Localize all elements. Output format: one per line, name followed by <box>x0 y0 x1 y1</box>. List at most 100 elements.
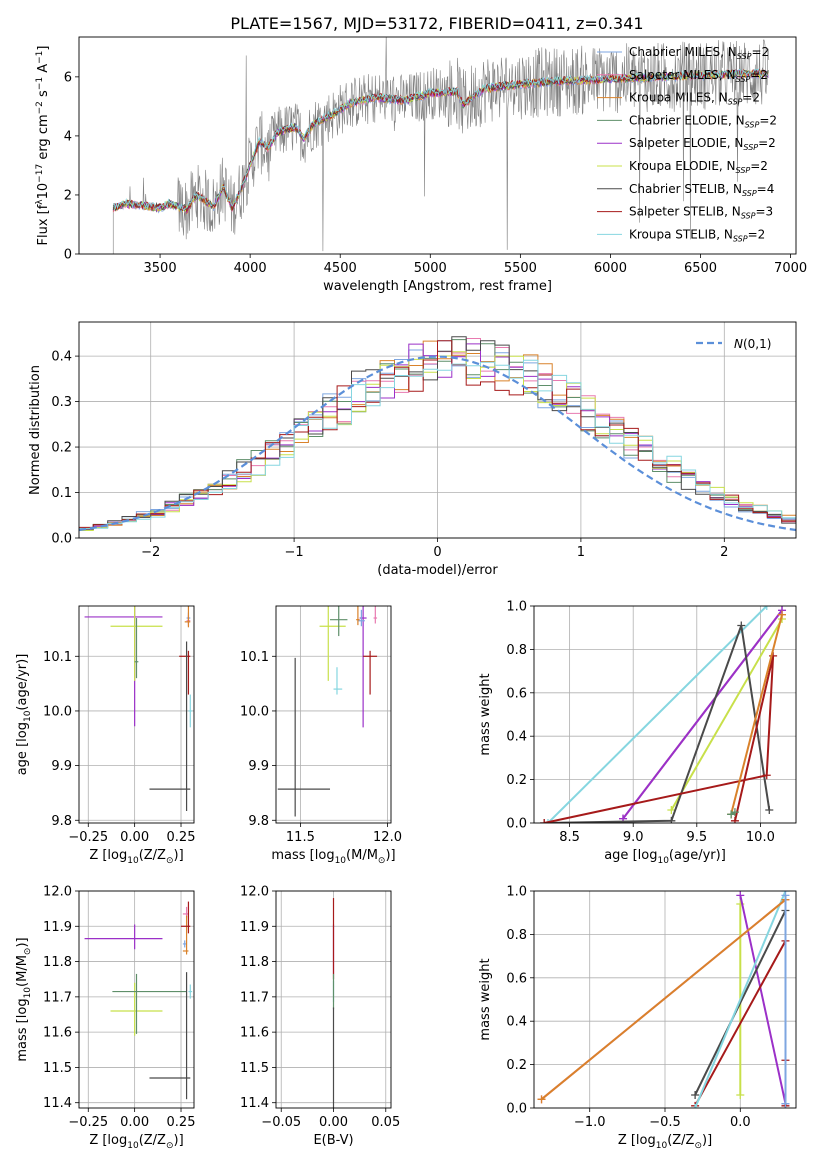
histogram-step <box>79 340 796 528</box>
panel-spectrum: 3500 4000 4500 5000 5500 6000 6500 7000 0 2 4 6 wave… <box>35 36 807 294</box>
legend-nssp: =2 <box>751 45 769 59</box>
y-axis-label: mass weight <box>478 673 493 755</box>
y-tick-label: 10.1 <box>43 650 72 665</box>
x-tick-label: 6000 <box>594 261 627 276</box>
y-tick-label: 9.9 <box>51 759 72 774</box>
y-tick-label: 0.1 <box>51 486 72 501</box>
x-axis-label-part: 10 <box>656 1141 668 1151</box>
weight-marker <box>765 805 774 814</box>
weight-marker <box>737 621 746 630</box>
legend-label: N(0,1) <box>734 337 771 351</box>
legend-sub: SSP <box>742 189 757 198</box>
x-axis-label-part: (Z/Z <box>667 1133 694 1148</box>
y-tick-label: 12.0 <box>43 885 72 900</box>
y-axis-label-part: −1 <box>35 51 45 64</box>
y-tick-label: 11.7 <box>240 990 269 1005</box>
weight-marker <box>781 891 790 900</box>
panel-mass-vs-Z: −0.25 0.00 0.25 11.4 11.5 11.6 11.7 11.8 11.9 12.… <box>15 885 195 1152</box>
y-tick-label: 11.6 <box>240 1026 269 1041</box>
x-axis-label-part: 10 <box>335 856 347 866</box>
x-tick-label: 0.00 <box>319 1115 348 1130</box>
y-axis-label-part: A <box>36 64 51 77</box>
axes-frame <box>78 890 195 1109</box>
panel-mass-weight-vs-age: 8.5 9.0 9.5 10.0 0.0 0.2 0.4 0.6 0.8 1.0 age [log1… <box>478 600 797 866</box>
x-tick-label: 0.05 <box>371 1115 400 1130</box>
x-tick-label: −0.05 <box>261 1115 301 1130</box>
legend-sub: SSP <box>733 234 748 243</box>
x-tick-label: −0.5 <box>649 1115 681 1130</box>
weight-marker <box>667 805 676 814</box>
y-tick-label: 0.8 <box>506 928 527 943</box>
y-axis-label-part: λ <box>35 199 45 205</box>
legend-label: Chabrier STELIB, NSSP=4 <box>629 182 774 198</box>
y-axis-label-part: (age/yr)] <box>15 654 30 711</box>
weight-marker <box>540 819 549 823</box>
legend-name: Chabrier STELIB, N <box>629 182 742 196</box>
legend-nssp: =2 <box>758 136 776 150</box>
x-tick-label: 6500 <box>684 261 717 276</box>
x-axis-label: wavelength [Angstrom, rest frame] <box>323 279 552 294</box>
x-tick-label: −1 <box>285 545 304 560</box>
y-axis-label-part: s <box>36 90 51 101</box>
y-axis-label: Normed distribution <box>28 365 43 495</box>
legend-label: Chabrier ELODIE, NSSP=2 <box>629 113 777 129</box>
x-axis-label-part: (age/yr)] <box>669 848 726 863</box>
x-axis-label-part: )] <box>702 1133 712 1148</box>
axes-frame <box>78 321 797 539</box>
legend-label: Kroupa STELIB, NSSP=2 <box>629 227 765 243</box>
y-tick-label: 11.5 <box>240 1061 269 1076</box>
y-tick-label: 11.7 <box>43 990 72 1005</box>
weight-marker <box>762 771 771 780</box>
x-tick-label: 4000 <box>234 261 267 276</box>
x-tick-label: 7000 <box>774 261 807 276</box>
y-axis-label-part: ⊙ <box>23 948 33 956</box>
legend-name: Kroupa ELODIE, N <box>629 159 736 173</box>
weight-line <box>730 614 783 815</box>
weight-marker <box>781 1099 790 1108</box>
y-tick-label: 1.0 <box>506 600 527 615</box>
y-tick-label: 0.3 <box>51 395 72 410</box>
x-axis-label-part: Z [log <box>618 1133 656 1148</box>
x-axis-label: (data-model)/error <box>377 563 498 578</box>
y-axis-label: age [log10(age/yr)] <box>15 654 33 776</box>
legend-name: Salpeter MILES, N <box>629 68 736 82</box>
axes-frame <box>275 605 392 824</box>
y-axis-label-part: −2 <box>35 101 45 114</box>
x-axis-label-part: (M/M <box>346 848 378 863</box>
legend-nssp: =4 <box>757 182 775 196</box>
x-axis-label-part: (Z/Z <box>139 848 166 863</box>
legend-label: Kroupa MILES, NSSP=2 <box>629 91 760 107</box>
plot-area-age-vs-mass <box>277 606 378 817</box>
model-spectrum-line <box>113 68 769 212</box>
y-tick-label: 11.6 <box>43 1026 72 1041</box>
x-axis-label: Z [log10(Z/Z⊙)] <box>618 1133 712 1151</box>
x-tick-label: −0.25 <box>68 1115 108 1130</box>
x-tick-label: 10.0 <box>746 830 775 845</box>
y-axis-label-part: 10 <box>23 987 33 999</box>
y-axis-label-part: ] <box>36 46 51 51</box>
x-tick-label: 0.00 <box>120 830 149 845</box>
y-tick-label: 11.5 <box>43 1061 72 1076</box>
weight-marker <box>691 1104 700 1108</box>
x-tick-label: 8.5 <box>559 830 580 845</box>
weight-line <box>622 609 783 820</box>
y-axis-label: Flux [fλ10−17 erg cm−2 s−1 A−1] <box>35 46 51 246</box>
legend-sub: SSP <box>745 120 760 129</box>
plot-area-mass-vs-Z <box>84 901 193 1100</box>
y-tick-label: 6 <box>64 70 72 85</box>
y-tick-label: 0.2 <box>506 1058 527 1073</box>
x-axis-label-part: 10 <box>127 1141 139 1151</box>
x-tick-label: 12.0 <box>373 830 402 845</box>
weight-line <box>540 898 787 1101</box>
x-axis-label-part: (Z/Z <box>139 1133 166 1148</box>
weight-marker <box>667 816 676 823</box>
y-tick-label: 0.2 <box>51 441 72 456</box>
y-axis-label-part: (M/M <box>15 955 30 987</box>
panel-mass-weight-vs-Z: −1.0 −0.5 0.0 0.0 0.2 0.4 0.6 0.8 1.0 Z [log10(Z/… <box>478 885 797 1151</box>
weight-marker <box>736 891 745 900</box>
weight-marker <box>543 819 552 823</box>
panel-age-vs-Z: −0.25 0.00 0.259.89.910.010.1Z [log10(Z/Z⊙… <box>15 605 195 866</box>
x-axis-label-part: ⊙ <box>166 856 174 866</box>
figure-title: PLATE=1567, MJD=53172, FIBERID=0411, z=0… <box>230 14 643 33</box>
